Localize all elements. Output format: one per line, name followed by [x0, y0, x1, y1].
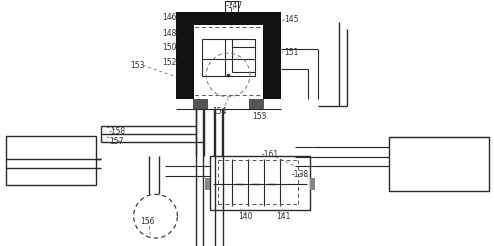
Bar: [193, 99, 208, 109]
Bar: [6, 136, 96, 185]
Text: 151: 151: [284, 48, 298, 57]
Text: 154: 154: [212, 107, 227, 116]
Bar: [310, 178, 315, 190]
Bar: [202, 39, 255, 76]
Text: 148-: 148-: [163, 29, 180, 38]
Text: 153: 153: [252, 112, 266, 121]
Text: 152-: 152-: [163, 58, 180, 67]
Text: -161: -161: [262, 150, 279, 159]
Text: 140: 140: [238, 212, 252, 221]
Bar: [205, 178, 210, 190]
Text: 146: 146: [163, 13, 177, 22]
Bar: [263, 16, 281, 99]
Text: 145: 145: [284, 15, 298, 24]
Text: -158: -158: [109, 127, 126, 136]
Text: 150: 150: [163, 43, 177, 52]
Bar: [176, 12, 281, 25]
Text: 153: 153: [131, 61, 145, 70]
Text: -147: -147: [225, 1, 243, 10]
Text: -138: -138: [292, 170, 309, 179]
Text: 157: 157: [109, 137, 124, 146]
Bar: [225, 1, 238, 13]
Bar: [176, 16, 194, 99]
Bar: [210, 155, 310, 210]
Bar: [389, 137, 489, 191]
Text: 156: 156: [141, 217, 155, 226]
Text: 141: 141: [276, 212, 290, 221]
Bar: [249, 99, 264, 109]
